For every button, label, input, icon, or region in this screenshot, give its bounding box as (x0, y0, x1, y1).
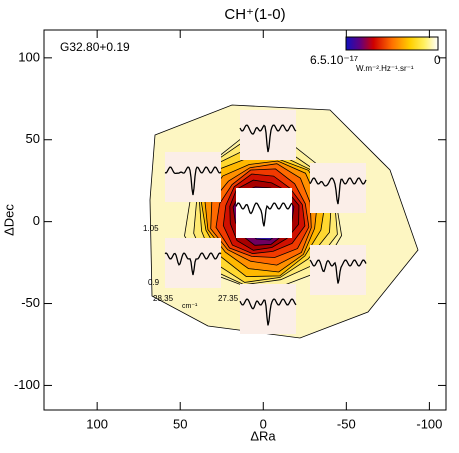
x-tick-label: 100 (86, 416, 108, 431)
x-tick-label: 50 (173, 416, 187, 431)
x-axis-label: ΔRa (250, 428, 276, 443)
y-tick-label: -50 (21, 295, 40, 310)
chart-title: CH⁺(1-0) (224, 6, 285, 23)
y-axis-label: ΔDec (1, 204, 16, 236)
inset-spectrum (164, 252, 222, 276)
inset-ymax: 1.05 (143, 224, 159, 233)
inset-box (310, 163, 366, 213)
x-tick-label: 0 (260, 416, 267, 431)
y-tick-label: -100 (14, 377, 40, 392)
x-tick-label: -50 (337, 416, 356, 431)
inset-spectrum (309, 259, 367, 284)
y-tick-label: 0 (33, 213, 40, 228)
inset-ymin: 0.9 (148, 278, 160, 287)
colorbar-max: 6.5.10⁻¹⁷ (310, 53, 358, 67)
source-label: G32.80+0.19 (60, 40, 130, 54)
inset-xmin: 28.35 (153, 294, 174, 303)
colorbar-min: 0 (434, 53, 441, 67)
inset-spectrum (239, 124, 297, 153)
colorbar (345, 36, 439, 51)
plot-frame (43, 29, 447, 411)
inset-spectrum (164, 166, 222, 196)
inset-spectrum (235, 202, 293, 227)
y-tick-label: 100 (18, 49, 40, 64)
inset-xmax: 27.35 (218, 294, 239, 303)
x-tick-label: -100 (416, 416, 442, 431)
colorbar-unit: W.m⁻².Hz⁻¹.sr⁻¹ (356, 64, 414, 73)
inset-box (240, 110, 296, 160)
inset-box (240, 284, 296, 334)
inset-box (310, 245, 366, 295)
inset-spectrum (309, 177, 367, 205)
spectra-insets (164, 110, 367, 334)
inset-xunit: cm⁻¹ (182, 303, 198, 310)
inset-spectrum (239, 298, 297, 326)
inset-box (165, 238, 221, 288)
inset-box (236, 188, 292, 238)
y-tick-label: 50 (26, 131, 40, 146)
